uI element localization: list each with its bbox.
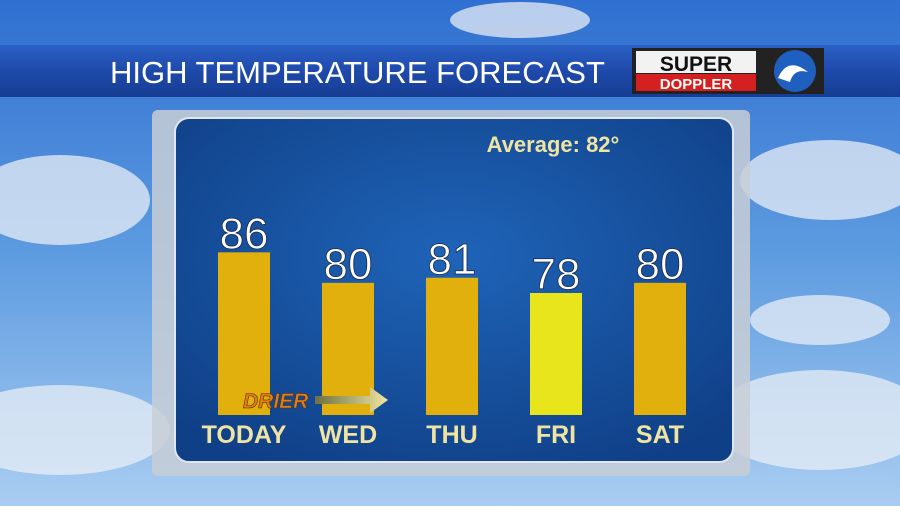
category-label: FRI: [536, 421, 576, 449]
bar: [218, 252, 270, 415]
chart-title: HIGH TEMPERATURE FORECAST: [110, 55, 605, 90]
value-label: 80: [324, 240, 373, 289]
category-label: THU: [426, 421, 477, 449]
drier-arrow: [315, 387, 388, 413]
average-label: Average: 82°: [487, 132, 620, 157]
category-label: SAT: [636, 421, 684, 449]
bar: [634, 282, 686, 415]
value-label: 78: [532, 250, 581, 299]
logo-top-box: [636, 51, 756, 73]
bars: 86 TODAY 80 WED 81 THU 78 FRI 80 SAT: [202, 209, 686, 449]
value-label: 80: [636, 240, 685, 289]
logo-wave: [778, 65, 808, 82]
value-label: 86: [220, 209, 269, 258]
logo-bottom-box: [636, 74, 756, 91]
bar: [426, 277, 478, 415]
clouds: [0, 2, 900, 475]
category-label: TODAY: [202, 421, 287, 449]
drier-label: DRIER: [243, 390, 309, 413]
bar: [322, 282, 374, 415]
value-label: 81: [428, 235, 477, 284]
bar: [530, 293, 582, 415]
category-label: WED: [319, 421, 377, 449]
logo: SUPER DOPPLER: [632, 48, 824, 94]
logo-top: SUPER: [660, 53, 732, 76]
logo-bottom: DOPPLER: [660, 76, 733, 93]
